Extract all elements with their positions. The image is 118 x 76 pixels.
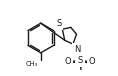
Text: O: O (89, 57, 95, 66)
Text: S: S (56, 19, 62, 28)
Text: S: S (77, 56, 82, 65)
Text: CH₃: CH₃ (26, 61, 38, 67)
Text: O: O (65, 57, 71, 66)
Text: N: N (74, 45, 80, 54)
